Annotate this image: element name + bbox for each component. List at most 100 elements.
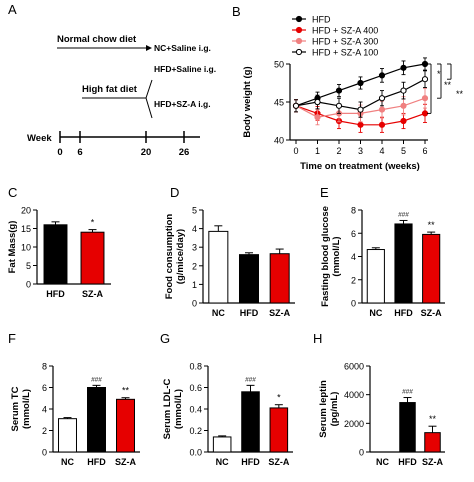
y-tick-label: 10: [21, 243, 31, 253]
hfd-sza-label: HFD+SZ-A i.g.: [154, 99, 211, 109]
x-tick-label: NC: [61, 457, 74, 467]
normal-chow-label: Normal chow diet: [57, 34, 137, 45]
y-axis-label: Serum LDL-C(mmol/L): [162, 379, 184, 440]
b-legend-label: HFD + SZ-A 400: [312, 26, 378, 36]
hfd-saline-label: HFD+Saline i.g.: [154, 64, 216, 74]
y-axis-label: Serum leptin(pg/mL): [318, 380, 340, 438]
x-tick-label: NC: [376, 457, 389, 467]
panel-f-bar-chart: F 0 2 4 6 8 NC HFD ### SZ-A ** Serum TC(mmol/L): [8, 331, 140, 467]
y-axis-label-line-2: (pg/mL): [329, 392, 340, 427]
x-tick-label: HFD: [394, 308, 413, 318]
panel-g-bar-chart: G 0.0 0.2 0.4 0.6 0.8 NC HFD ### SZ-A * Serum LDL-C…: [160, 331, 293, 467]
panel-a-letter: A: [8, 2, 17, 17]
significance-label: *: [277, 393, 281, 403]
y-tick-label: 5: [26, 261, 31, 271]
x-tick-label: NC: [212, 308, 225, 318]
y-tick-label: 0.0: [189, 448, 202, 458]
y-tick-label: 4000: [344, 390, 364, 400]
b-x-tick-label: 3: [358, 146, 363, 156]
x-tick-label: HFD: [241, 457, 260, 467]
y-axis-label-line-2: (mmol/L): [331, 236, 342, 276]
y-axis-label-line-2: (g/mice/day): [175, 229, 186, 284]
b-data-point: [335, 102, 343, 109]
b-legend-marker: [295, 37, 303, 45]
y-tick-label: 0.4: [189, 405, 202, 415]
y-tick-label: 2000: [344, 419, 364, 429]
y-axis-label: Fat Mass(g): [7, 221, 18, 274]
significance-label: ###: [91, 376, 102, 383]
bar-sz-a: [116, 398, 135, 453]
bar-sz-a: [422, 233, 441, 304]
panel-letter: H: [313, 331, 322, 346]
y-tick-label: 0.6: [189, 383, 202, 393]
y-axis-label-line-1: Serum LDL-C: [162, 379, 173, 440]
b-legend-marker: [295, 26, 303, 34]
y-axis-label-line-1: Fasting blood glucose: [320, 206, 331, 307]
panel-letter: C: [8, 185, 17, 200]
y-tick-label: 0: [192, 299, 197, 309]
panel-b-letter: B: [232, 4, 241, 19]
b-data-point: [378, 95, 386, 102]
b-data-point: [400, 87, 407, 94]
y-tick-label: 0: [42, 448, 47, 458]
b-data-point: [421, 76, 429, 83]
y-axis-label: Fasting blood glucose(mmol/L): [320, 206, 342, 307]
week-tick-label: 26: [179, 147, 190, 158]
b-y-tick-label: 40: [274, 136, 284, 146]
y-tick-label: 4: [42, 405, 47, 415]
b-data-point: [314, 98, 321, 106]
y-tick-label: 0: [359, 448, 364, 458]
significance-label: **: [428, 220, 436, 230]
significance-label: **: [429, 414, 437, 424]
y-tick-label: 20: [21, 206, 31, 216]
b-sig-label: *: [437, 69, 441, 79]
x-tick-label: HFD: [240, 308, 259, 318]
y-tick-label: 0: [351, 299, 356, 309]
b-data-point: [335, 87, 343, 94]
x-tick-label: HFD: [398, 457, 417, 467]
bar-nc: [366, 249, 385, 304]
nc-saline-label: NC+Saline i.g.: [154, 43, 211, 53]
b-data-point: [378, 121, 386, 128]
y-axis-label: Food consumption(g/mice/day): [164, 214, 186, 300]
x-tick-label: NC: [216, 457, 229, 467]
week-tick-label: 6: [77, 147, 82, 158]
b-data-point: [357, 79, 364, 87]
significance-label: *: [91, 218, 95, 228]
panel-letter: G: [160, 331, 170, 346]
y-axis-label-line-1: Serum leptin: [318, 380, 329, 438]
significance-label: ###: [402, 389, 413, 396]
week-tick-label: 0: [57, 147, 62, 158]
panel-h-bar-chart: H 0 2000 4000 6000 NC HFD ### SZ-A ** Serum leptin…: [313, 331, 445, 467]
b-data-point: [400, 102, 407, 109]
b-data-point: [400, 64, 407, 71]
bar-hfd: [43, 224, 68, 285]
bar-hfd: [87, 387, 106, 453]
b-data-point: [421, 60, 429, 68]
b-x-tick-label: 2: [336, 146, 341, 156]
branch-up-line: [145, 79, 153, 99]
b-legend-label: HFD + SZ-A 100: [312, 48, 378, 58]
y-tick-label: 5: [192, 206, 197, 216]
y-tick-label: 2: [192, 261, 197, 271]
b-y-axis-label: Body weight (g): [242, 66, 253, 137]
bar-hfd: [238, 254, 260, 304]
panel-letter: E: [320, 185, 329, 200]
bar-hfd: [394, 223, 413, 304]
bar-sz-a: [80, 231, 105, 285]
panel-letter: F: [8, 331, 16, 346]
b-legend-label: HFD: [312, 15, 331, 25]
b-data-point: [400, 117, 407, 125]
y-tick-label: 6000: [344, 362, 364, 372]
week-label: Week: [27, 133, 52, 144]
b-data-point: [357, 121, 364, 128]
x-tick-label: SZ-A: [115, 457, 136, 467]
y-axis-label-line-1: Serum TC: [10, 386, 21, 431]
high-fat-label: High fat diet: [82, 84, 138, 95]
y-axis-label: Serum TC(mmol/L): [10, 386, 32, 431]
b-data-point: [421, 95, 429, 102]
x-tick-label: NC: [369, 308, 382, 318]
b-x-tick-label: 1: [315, 146, 320, 156]
b-legend-marker: [295, 15, 303, 23]
